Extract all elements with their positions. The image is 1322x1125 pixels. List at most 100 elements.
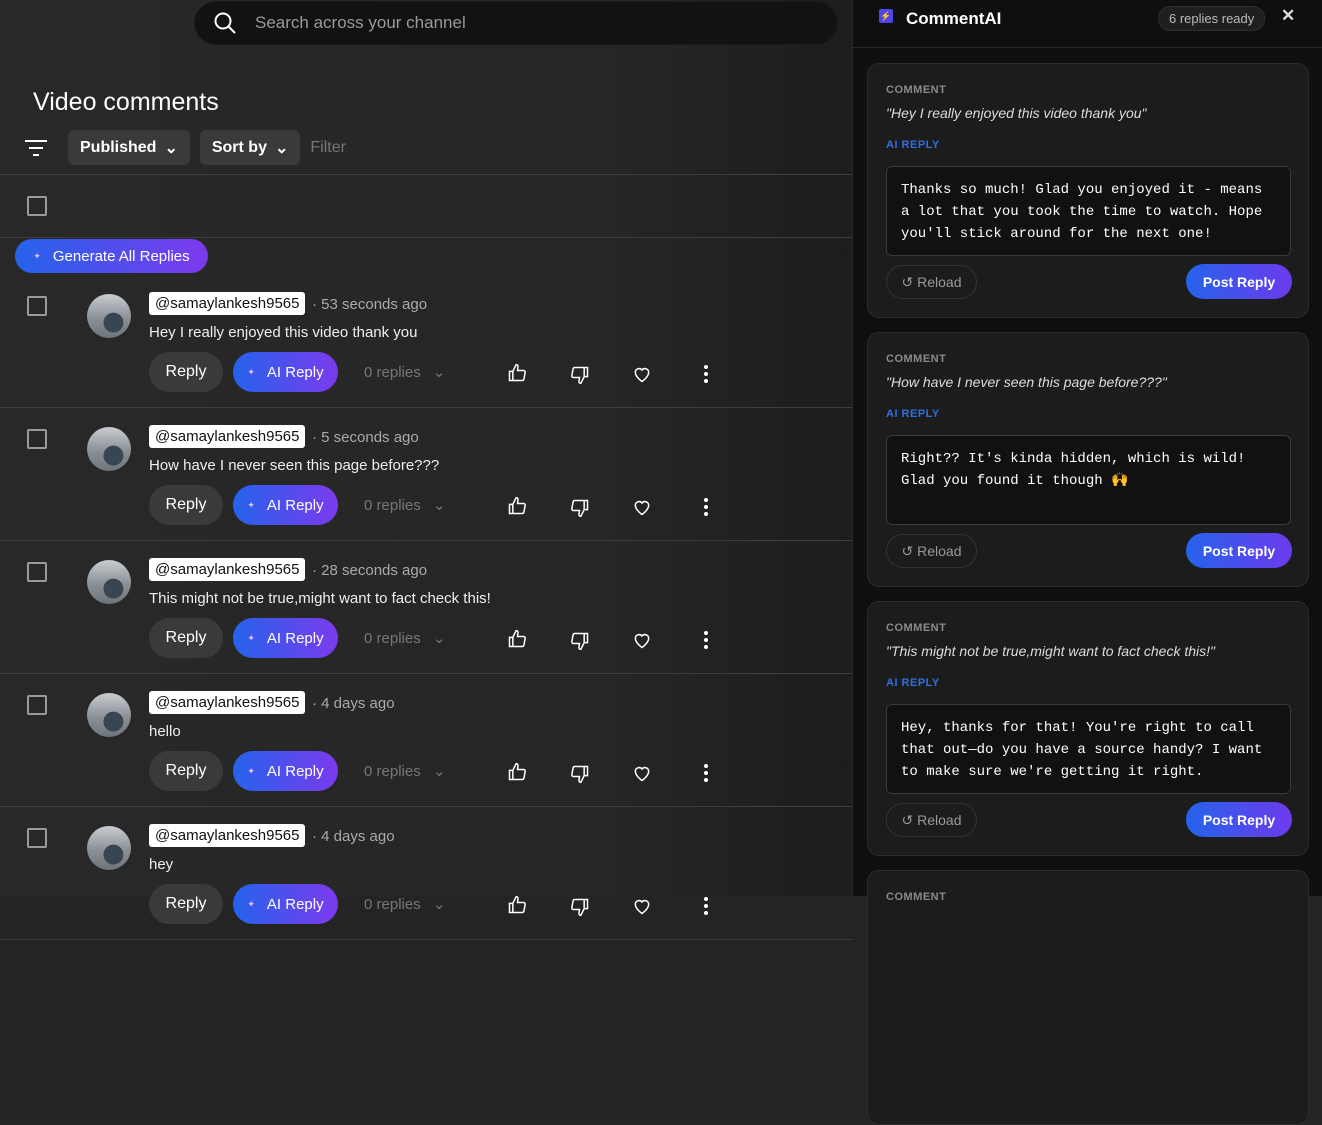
post-reply-button[interactable]: Post Reply: [1186, 802, 1292, 837]
ai-reply-textarea[interactable]: Hey, thanks for that! You're right to ca…: [886, 704, 1291, 794]
comment-time: · 4 days ago: [312, 695, 395, 712]
comment-author[interactable]: @samaylankesh9565: [149, 691, 306, 714]
reload-button[interactable]: ↺ Reload: [886, 803, 977, 837]
divider: [0, 939, 852, 940]
reply-card: COMMENT "How have I never seen this page …: [867, 332, 1309, 587]
comment-checkbox[interactable]: [27, 562, 47, 582]
thumbs-down-icon[interactable]: [570, 763, 590, 785]
card-comment-text: "How have I never seen this page before?…: [886, 374, 1167, 390]
ai-reply-button[interactable]: ✦ AI Reply: [233, 352, 338, 392]
ai-reply-label: AI Reply: [266, 762, 324, 780]
thumbs-up-icon[interactable]: [507, 495, 527, 517]
replies-toggle[interactable]: 0 replies ⌄: [364, 363, 459, 381]
comments-area: Search across your channel Video comment…: [0, 0, 852, 940]
divider: [0, 174, 852, 175]
search-bar[interactable]: Search across your channel: [194, 1, 838, 45]
search-input[interactable]: Search across your channel: [255, 13, 466, 32]
thumbs-up-icon[interactable]: [507, 894, 527, 916]
post-reply-button[interactable]: Post Reply: [1186, 264, 1292, 299]
avatar[interactable]: [87, 693, 131, 737]
ai-reply-button[interactable]: ✦ AI Reply: [233, 884, 338, 924]
replies-toggle[interactable]: 0 replies ⌄: [364, 496, 459, 514]
heart-icon[interactable]: [632, 629, 652, 651]
ai-reply-button[interactable]: ✦ AI Reply: [233, 751, 338, 791]
published-dropdown[interactable]: Published ⌄: [68, 130, 190, 165]
replies-toggle[interactable]: 0 replies ⌄: [364, 895, 459, 913]
reply-card: COMMENT "This might not be true,might wan…: [867, 601, 1309, 856]
reply-button[interactable]: Reply: [149, 751, 223, 791]
reload-button[interactable]: ↺ Reload: [886, 265, 977, 299]
post-reply-button[interactable]: Post Reply: [1186, 533, 1292, 568]
more-options-icon[interactable]: [696, 629, 716, 651]
comment-label: COMMENT: [886, 353, 947, 365]
comment-author[interactable]: @samaylankesh9565: [149, 824, 306, 847]
replies-count: 0 replies: [364, 630, 421, 647]
reply-button[interactable]: Reply: [149, 352, 223, 392]
thumbs-down-icon[interactable]: [570, 630, 590, 652]
comment-checkbox[interactable]: [27, 429, 47, 449]
ai-reply-label: AI Reply: [266, 895, 324, 913]
replies-toggle[interactable]: 0 replies ⌄: [364, 629, 459, 647]
comment-checkbox[interactable]: [27, 296, 47, 316]
comment-author[interactable]: @samaylankesh9565: [149, 292, 306, 315]
thumbs-up-icon[interactable]: [507, 362, 527, 384]
replies-count: 0 replies: [364, 497, 421, 514]
more-options-icon[interactable]: [696, 496, 716, 518]
chevron-down-icon: ⌄: [432, 364, 446, 381]
divider: [0, 806, 852, 807]
chevron-down-icon: ⌄: [432, 896, 446, 913]
comment-author[interactable]: @samaylankesh9565: [149, 425, 306, 448]
comment-row: @samaylankesh9565 · 4 days ago hey Reply…: [0, 817, 852, 950]
thumbs-down-icon[interactable]: [570, 497, 590, 519]
sparkle-icon: ✦: [247, 898, 255, 909]
heart-icon[interactable]: [632, 895, 652, 917]
more-options-icon[interactable]: [696, 762, 716, 784]
comment-time: · 4 days ago: [312, 828, 395, 845]
ai-reply-textarea[interactable]: Thanks so much! Glad you enjoyed it - me…: [886, 166, 1291, 256]
filter-icon[interactable]: [24, 138, 48, 158]
ai-reply-textarea[interactable]: Right?? It's kinda hidden, which is wild…: [886, 435, 1291, 525]
sort-by-dropdown[interactable]: Sort by ⌄: [199, 130, 301, 165]
generate-all-replies-button[interactable]: ✦ Generate All Replies: [15, 239, 208, 273]
comment-label: COMMENT: [886, 891, 947, 903]
comment-label: COMMENT: [886, 84, 947, 96]
thumbs-up-icon[interactable]: [507, 761, 527, 783]
divider: [0, 407, 852, 408]
heart-icon[interactable]: [632, 762, 652, 784]
heart-icon[interactable]: [632, 496, 652, 518]
avatar[interactable]: [87, 427, 131, 471]
replies-toggle[interactable]: 0 replies ⌄: [364, 762, 459, 780]
more-options-icon[interactable]: [696, 895, 716, 917]
published-label: Published: [80, 138, 157, 156]
comment-time-text: 4 days ago: [321, 828, 395, 845]
ai-reply-button[interactable]: ✦ AI Reply: [233, 485, 338, 525]
divider: [0, 540, 852, 541]
thumbs-down-icon[interactable]: [570, 896, 590, 918]
divider: [0, 237, 852, 238]
commentai-logo-icon: ⚡: [879, 9, 893, 23]
comment-time-text: 4 days ago: [321, 695, 395, 712]
reply-button[interactable]: Reply: [149, 485, 223, 525]
thumbs-up-icon[interactable]: [507, 628, 527, 650]
avatar[interactable]: [87, 294, 131, 338]
heart-icon[interactable]: [632, 363, 652, 385]
avatar[interactable]: [87, 560, 131, 604]
ai-reply-label: AI Reply: [266, 629, 324, 647]
reply-button[interactable]: Reply: [149, 618, 223, 658]
reload-button[interactable]: ↺ Reload: [886, 534, 977, 568]
divider: [0, 673, 852, 674]
filter-input[interactable]: Filter: [310, 138, 346, 156]
avatar[interactable]: [87, 826, 131, 870]
more-options-icon[interactable]: [696, 363, 716, 385]
comment-text: hey: [149, 856, 174, 873]
card-comment-text: "Hey I really enjoyed this video thank y…: [886, 105, 1147, 121]
comment-checkbox[interactable]: [27, 828, 47, 848]
comment-checkbox[interactable]: [27, 695, 47, 715]
reply-button[interactable]: Reply: [149, 884, 223, 924]
comment-author[interactable]: @samaylankesh9565: [149, 558, 306, 581]
comment-time: · 53 seconds ago: [312, 296, 428, 313]
select-all-checkbox[interactable]: [27, 196, 47, 216]
ai-reply-button[interactable]: ✦ AI Reply: [233, 618, 338, 658]
thumbs-down-icon[interactable]: [570, 364, 590, 386]
close-icon[interactable]: ✕: [1281, 6, 1296, 25]
